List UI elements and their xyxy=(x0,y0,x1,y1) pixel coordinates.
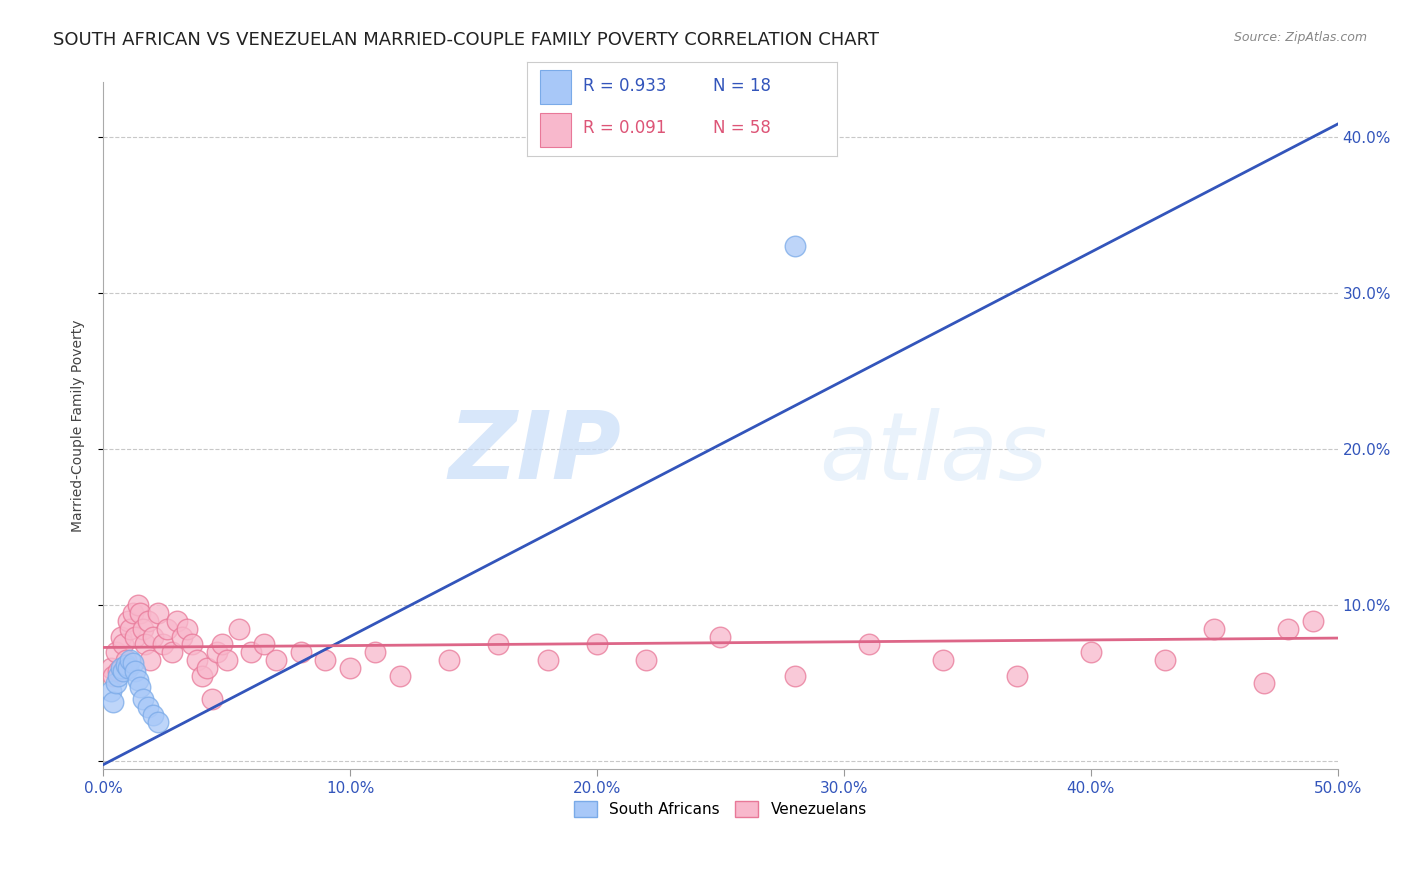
Point xyxy=(120,653,142,667)
Text: N = 18: N = 18 xyxy=(713,78,770,95)
Point xyxy=(110,661,132,675)
Point xyxy=(129,680,152,694)
Point xyxy=(1204,622,1226,636)
Point xyxy=(142,707,165,722)
Point xyxy=(201,692,224,706)
Text: R = 0.933: R = 0.933 xyxy=(583,78,666,95)
Point xyxy=(205,645,228,659)
Point xyxy=(124,664,146,678)
Text: N = 58: N = 58 xyxy=(713,120,770,137)
Point xyxy=(228,622,250,636)
Point xyxy=(112,637,135,651)
Point xyxy=(146,606,169,620)
Point xyxy=(537,653,560,667)
Legend: South Africans, Venezuelans: South Africans, Venezuelans xyxy=(568,796,873,823)
Point xyxy=(101,695,124,709)
Point xyxy=(134,637,156,651)
Point xyxy=(127,673,149,688)
Point xyxy=(181,637,204,651)
Point xyxy=(1277,622,1299,636)
Point xyxy=(117,614,139,628)
Point xyxy=(117,661,139,675)
Point xyxy=(142,630,165,644)
Point xyxy=(104,676,127,690)
Point xyxy=(858,637,880,651)
Point xyxy=(104,645,127,659)
Point xyxy=(253,637,276,651)
Y-axis label: Married-Couple Family Poverty: Married-Couple Family Poverty xyxy=(72,319,86,532)
Point xyxy=(339,661,361,675)
Text: Source: ZipAtlas.com: Source: ZipAtlas.com xyxy=(1233,31,1367,45)
Point xyxy=(100,684,122,698)
Point xyxy=(129,606,152,620)
Point xyxy=(114,653,136,667)
Point xyxy=(176,622,198,636)
Point xyxy=(486,637,509,651)
Point xyxy=(1253,676,1275,690)
Text: atlas: atlas xyxy=(820,408,1047,499)
Point xyxy=(172,630,194,644)
Point xyxy=(186,653,208,667)
Point xyxy=(107,668,129,682)
Point xyxy=(586,637,609,651)
Point xyxy=(314,653,336,667)
Point xyxy=(290,645,312,659)
Point xyxy=(101,668,124,682)
Point xyxy=(132,692,155,706)
Point xyxy=(122,656,145,670)
Point xyxy=(156,622,179,636)
Point xyxy=(364,645,387,659)
Point xyxy=(136,614,159,628)
Point xyxy=(191,668,214,682)
Text: ZIP: ZIP xyxy=(449,407,621,500)
Text: SOUTH AFRICAN VS VENEZUELAN MARRIED-COUPLE FAMILY POVERTY CORRELATION CHART: SOUTH AFRICAN VS VENEZUELAN MARRIED-COUP… xyxy=(53,31,879,49)
Point xyxy=(215,653,238,667)
Point xyxy=(107,664,129,678)
Point xyxy=(783,668,806,682)
Text: R = 0.091: R = 0.091 xyxy=(583,120,666,137)
Point xyxy=(100,661,122,675)
Point xyxy=(240,645,263,659)
Point xyxy=(124,630,146,644)
Point xyxy=(110,630,132,644)
Point xyxy=(437,653,460,667)
Point xyxy=(264,653,287,667)
Point xyxy=(139,653,162,667)
Point xyxy=(162,645,184,659)
Point xyxy=(211,637,233,651)
Point xyxy=(1302,614,1324,628)
Point xyxy=(112,664,135,678)
Point xyxy=(127,599,149,613)
Point xyxy=(146,715,169,730)
Point xyxy=(636,653,658,667)
Point xyxy=(783,239,806,253)
Point xyxy=(114,657,136,672)
Point xyxy=(166,614,188,628)
Point xyxy=(122,606,145,620)
Point xyxy=(1080,645,1102,659)
Point xyxy=(1005,668,1028,682)
Point xyxy=(132,622,155,636)
FancyBboxPatch shape xyxy=(540,70,571,103)
Point xyxy=(120,622,142,636)
Point xyxy=(136,699,159,714)
Point xyxy=(388,668,411,682)
Point xyxy=(709,630,731,644)
Point xyxy=(931,653,953,667)
Point xyxy=(152,637,174,651)
Point xyxy=(195,661,218,675)
FancyBboxPatch shape xyxy=(540,113,571,147)
Point xyxy=(1153,653,1175,667)
